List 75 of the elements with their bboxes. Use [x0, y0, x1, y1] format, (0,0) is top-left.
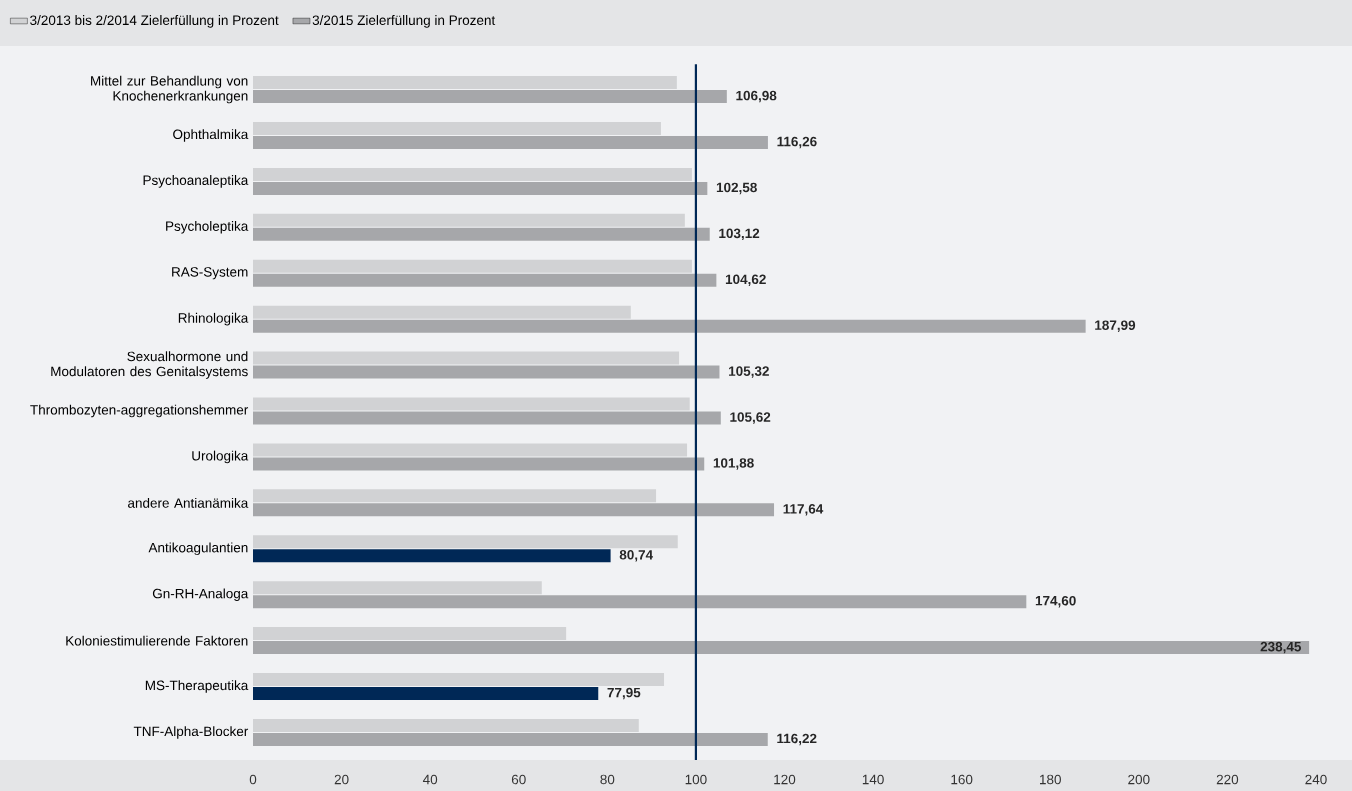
bar — [253, 351, 680, 365]
x-tick-label: 200 — [1128, 774, 1150, 785]
y-tick-label: RAS-System — [172, 267, 248, 280]
bar — [253, 397, 690, 411]
y-tick-label: Psychoanaleptika — [143, 175, 249, 188]
x-tick-label: 100 — [685, 774, 707, 785]
bar — [253, 227, 710, 241]
x-tick-label: 0 — [249, 774, 257, 785]
y-tick-label: Urologika — [192, 450, 249, 464]
bar — [253, 687, 599, 701]
data-label: 104,62 — [725, 274, 766, 286]
x-tick-label: 240 — [1305, 774, 1327, 785]
bar — [253, 673, 665, 687]
x-tick-label: 180 — [1040, 774, 1061, 785]
data-label: 116,22 — [777, 733, 817, 746]
bar — [253, 595, 1027, 609]
data-label: 106,98 — [736, 90, 777, 103]
y-tick-label: Sexualhormone und Modulatoren des Genitalsystems — [51, 351, 248, 379]
bar — [253, 503, 775, 517]
data-label: 187,99 — [1095, 320, 1136, 332]
y-tick-label: Thrombozyten-aggregationshemmer — [30, 404, 249, 418]
y-tick-label: MS-Therapeutika — [145, 680, 249, 693]
bar — [253, 581, 542, 595]
bar — [253, 443, 688, 457]
y-tick-label: Gn-RH-Analoga — [152, 588, 249, 601]
bar — [253, 718, 639, 732]
bar — [253, 627, 567, 641]
data-label: 174,60 — [1035, 595, 1076, 608]
y-tick-label: TNF-Alpha-Blocker — [133, 726, 249, 739]
bar — [253, 90, 727, 104]
x-tick-label: 140 — [862, 774, 884, 785]
x-tick-label: 40 — [422, 774, 438, 785]
bar — [253, 457, 705, 471]
bar — [253, 167, 692, 181]
bar — [253, 365, 720, 379]
bar — [253, 411, 721, 425]
bar — [253, 319, 1086, 333]
x-tick-label: 80 — [600, 774, 615, 785]
y-tick-label: Antikoagulantien — [148, 542, 248, 556]
y-tick-label: Koloniestimulierende Faktoren — [66, 635, 248, 646]
bar — [253, 489, 657, 503]
bar — [253, 181, 708, 195]
x-tick-label: 60 — [511, 774, 526, 785]
bar — [253, 259, 692, 273]
y-tick-label: Ophthalmika — [173, 129, 249, 142]
data-label: 77,95 — [607, 687, 641, 700]
bar — [253, 76, 677, 90]
y-tick-label: Rhinologika — [178, 312, 249, 326]
data-label: 80,74 — [619, 550, 654, 562]
data-label: 101,88 — [713, 458, 754, 470]
x-tick-label: 160 — [951, 774, 973, 785]
bar — [253, 535, 678, 549]
bar — [253, 135, 768, 149]
x-tick-label: 220 — [1216, 774, 1239, 785]
bar — [253, 732, 768, 746]
bar — [253, 213, 685, 227]
bar — [253, 305, 631, 319]
legend-label: 3/2015 Zielerfüllung in Prozent — [312, 15, 496, 28]
data-label: 102,58 — [716, 182, 757, 195]
bar — [253, 121, 661, 135]
bar — [253, 549, 611, 563]
bar — [253, 641, 1310, 655]
x-tick-label: 120 — [774, 774, 796, 785]
data-label: 117,64 — [783, 504, 824, 516]
y-tick-label: Psycholeptika — [166, 221, 249, 234]
y-tick-label: andere Antianämika — [128, 497, 249, 508]
data-label: 105,62 — [730, 412, 771, 424]
y-tick-label: Mittel zur Behandlung von Knochenerkrankungen — [91, 75, 248, 104]
legend-label: 3/2013 bis 2/2014 Zielerfüllung in Prozent — [30, 15, 279, 28]
data-label: 103,12 — [719, 228, 760, 241]
data-label: 116,26 — [777, 136, 817, 149]
x-tick-label: 20 — [334, 774, 349, 785]
data-label: 105,32 — [729, 366, 769, 378]
bar — [253, 273, 717, 287]
data-label: 238,45 — [1260, 641, 1302, 654]
